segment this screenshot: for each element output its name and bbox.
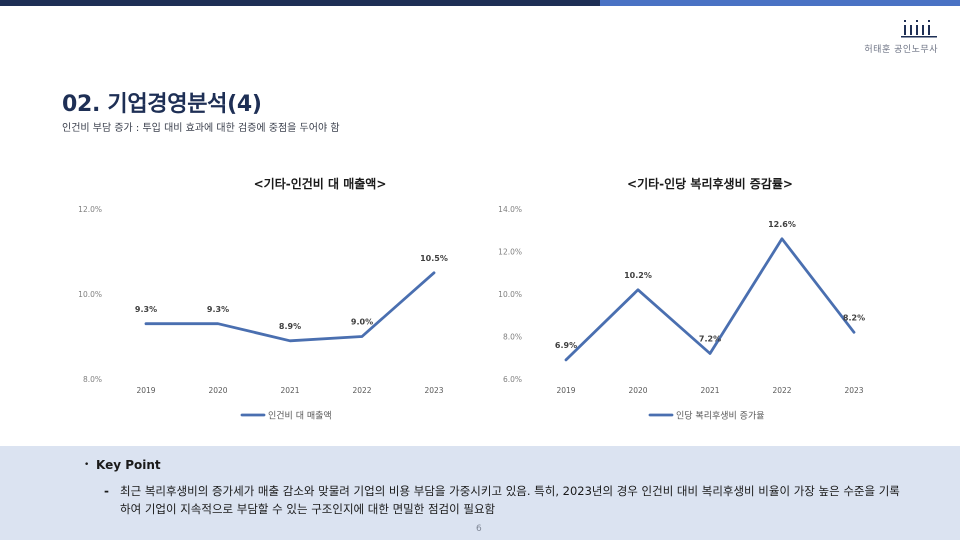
data-label: 9.3% <box>135 305 157 314</box>
key-point-title: Key Point <box>96 458 161 472</box>
data-point <box>852 331 856 334</box>
key-point-bullet: • <box>84 460 90 470</box>
data-label: 12.6% <box>768 220 796 229</box>
x-tick-label: 2019 <box>136 386 155 395</box>
x-tick-label: 2022 <box>772 386 791 395</box>
chart-1-title: <기타-인건비 대 매출액> <box>253 177 387 191</box>
data-point <box>288 339 292 342</box>
data-point <box>144 322 148 325</box>
x-tick-label: 2021 <box>700 386 719 395</box>
data-label: 8.2% <box>843 313 865 322</box>
data-point <box>780 237 784 240</box>
chart-2-welfare-cost-growth: 6.0% 8.0% 10.0% 12.0% 14.0% 2019 2020 2021 2022 2… <box>498 205 865 422</box>
y-tick-label: 8.0% <box>503 333 522 342</box>
company-logo-icon <box>901 20 937 38</box>
company-name: 허태훈 공인노무사 <box>864 45 938 55</box>
y-tick-label: 8.0% <box>83 375 102 384</box>
x-tick-label: 2023 <box>424 386 443 395</box>
x-tick-label: 2020 <box>628 386 647 395</box>
data-point <box>636 288 640 291</box>
x-tick-label: 2021 <box>280 386 299 395</box>
key-point-dash: - <box>104 484 109 498</box>
top-bar-accent <box>600 0 960 6</box>
data-point <box>564 358 568 362</box>
data-label: 9.3% <box>207 305 229 314</box>
x-tick-label: 2020 <box>208 386 227 395</box>
chart-2-title: <기타-인당 복리후생비 증감률> <box>627 177 793 191</box>
data-label: 8.9% <box>279 322 301 331</box>
x-tick-label: 2022 <box>352 386 371 395</box>
x-tick-label: 2023 <box>844 386 863 395</box>
page-number: 6 <box>476 524 482 534</box>
y-tick-label: 10.0% <box>498 290 522 299</box>
data-point <box>360 335 364 338</box>
data-label: 6.9% <box>555 341 577 350</box>
y-tick-label: 14.0% <box>498 205 522 214</box>
key-point-panel <box>0 446 960 540</box>
data-label: 10.2% <box>624 271 652 280</box>
data-label: 7.2% <box>699 335 721 344</box>
chart-1-labor-cost-to-sales: 8.0% 10.0% 12.0% 2019 2020 2021 2022 2023 9.3% 9.… <box>78 205 448 422</box>
legend-label: 인당 복리후생비 증가율 <box>676 411 765 422</box>
legend-label: 인건비 대 매출액 <box>268 410 332 422</box>
data-point <box>216 322 220 325</box>
page-subtitle: 인건비 부담 증가 : 투입 대비 효과에 대한 검증에 중점을 두어야 함 <box>62 123 340 134</box>
data-point <box>708 352 712 355</box>
page-title: 02. 기업경영분석(4) <box>62 92 262 117</box>
data-label: 9.0% <box>351 318 373 327</box>
x-tick-label: 2019 <box>556 386 575 395</box>
data-point <box>432 271 436 274</box>
key-point-text: 최근 복리후생비의 증가세가 매출 감소와 맞물려 기업의 비용 부담을 가중시… <box>120 484 900 516</box>
top-bar-dark <box>0 0 600 6</box>
y-tick-label: 6.0% <box>503 375 522 384</box>
y-tick-label: 12.0% <box>498 248 522 257</box>
y-tick-label: 10.0% <box>78 290 102 299</box>
data-label: 10.5% <box>420 254 448 263</box>
y-tick-label: 12.0% <box>78 205 102 214</box>
